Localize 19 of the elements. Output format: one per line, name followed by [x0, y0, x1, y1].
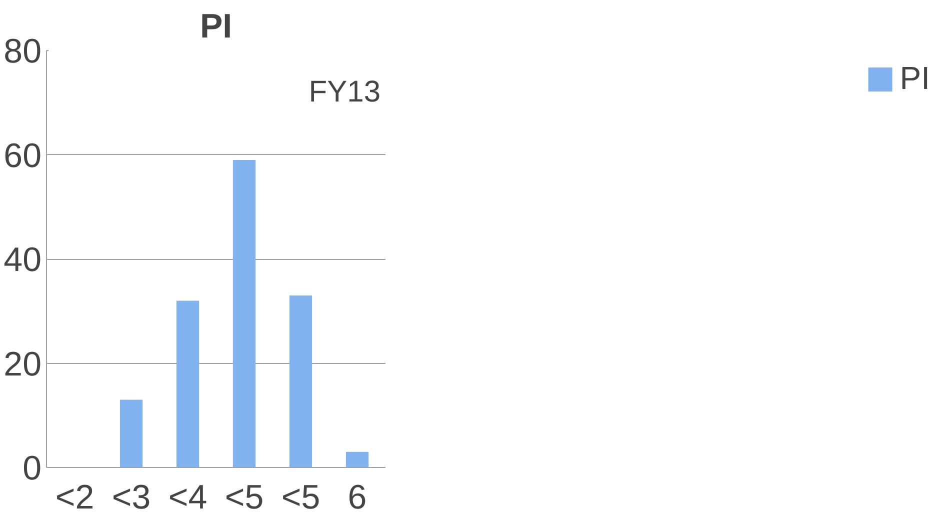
chart-title: PI [200, 8, 232, 46]
x-tick-label: <4 [168, 478, 208, 516]
legend-label: PI [900, 60, 930, 97]
bar [120, 400, 143, 468]
x-tick-label: <2 [55, 478, 94, 516]
x-tick-label: <3 [112, 478, 151, 516]
y-tick-label: 0 [22, 450, 42, 488]
x-tick-label: <5 [281, 478, 320, 516]
bar [346, 452, 369, 468]
bar [289, 295, 312, 468]
y-tick-label: 80 [4, 32, 42, 70]
x-tick-label: <5 [224, 478, 264, 516]
bar [176, 300, 200, 468]
y-tick-label: 60 [4, 136, 42, 175]
x-tick-label: 6 [348, 478, 367, 516]
annotation: FY13 [308, 76, 381, 108]
y-tick-label: 20 [4, 345, 42, 384]
y-tick-label: 40 [4, 241, 42, 279]
bar [232, 160, 256, 468]
